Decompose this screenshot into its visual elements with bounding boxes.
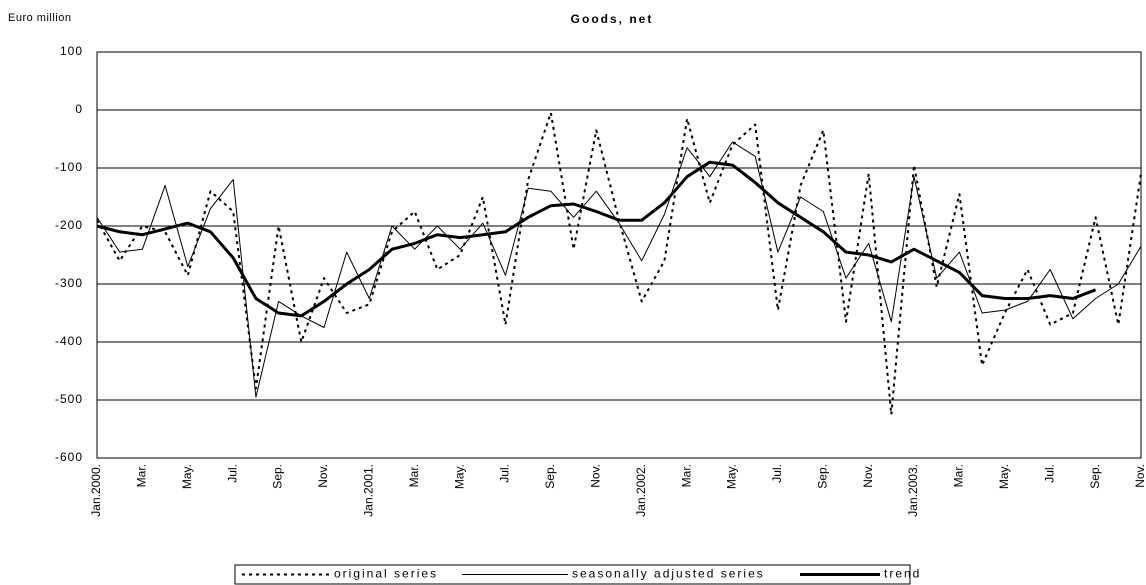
- series-line: [96, 141, 1142, 398]
- series-line: [96, 111, 1142, 416]
- y-tick-label: 100: [60, 44, 83, 58]
- x-tick-label: May.: [997, 464, 1011, 489]
- legend-label: seasonally adjusted series: [572, 567, 765, 581]
- x-tick-label: Jan.2002.: [634, 464, 648, 517]
- x-tick-label: Mar.: [679, 464, 693, 487]
- x-tick-label: Mar.: [952, 464, 966, 487]
- x-tick-label: Jul.: [770, 464, 784, 483]
- x-tick-label: Nov.: [588, 464, 602, 488]
- x-tick-label: Sep.: [271, 464, 285, 489]
- chart-title: Goods, net: [571, 12, 654, 26]
- x-tick-label: Nov.: [1133, 464, 1146, 488]
- x-tick-label: Nov.: [861, 464, 875, 488]
- x-tick-label: May.: [452, 464, 466, 489]
- y-tick-label: -300: [55, 276, 83, 290]
- y-tick-label: -600: [55, 450, 83, 464]
- y-tick-label: 0: [75, 102, 83, 116]
- legend-box: [234, 564, 911, 585]
- x-tick-label: Jul.: [1042, 464, 1056, 483]
- y-tick-label: -100: [55, 160, 83, 174]
- plot-area: [96, 51, 1142, 459]
- x-tick-label: Jan.2003.: [906, 464, 920, 517]
- x-tick-label: Sep.: [815, 464, 829, 489]
- x-tick-label: Mar.: [135, 464, 149, 487]
- x-tick-label: Jul.: [225, 464, 239, 483]
- y-tick-label: -400: [55, 334, 83, 348]
- x-tick-label: May.: [180, 464, 194, 489]
- x-tick-label: May.: [725, 464, 739, 489]
- y-tick-label: -200: [55, 218, 83, 232]
- series-line: [96, 160, 1097, 318]
- x-tick-label: Sep.: [543, 464, 557, 489]
- x-tick-label: Jan.2000.: [89, 464, 103, 517]
- x-tick-label: Nov.: [316, 464, 330, 488]
- x-tick-label: Sep.: [1088, 464, 1102, 489]
- legend-label: original series: [334, 567, 438, 581]
- legend-label: trend: [884, 567, 921, 581]
- x-tick-label: Jan.2001.: [362, 464, 376, 517]
- x-tick-label: Mar.: [407, 464, 421, 487]
- y-tick-label: -500: [55, 392, 83, 406]
- y-axis-label: Euro million: [8, 12, 71, 24]
- x-tick-label: Jul.: [498, 464, 512, 483]
